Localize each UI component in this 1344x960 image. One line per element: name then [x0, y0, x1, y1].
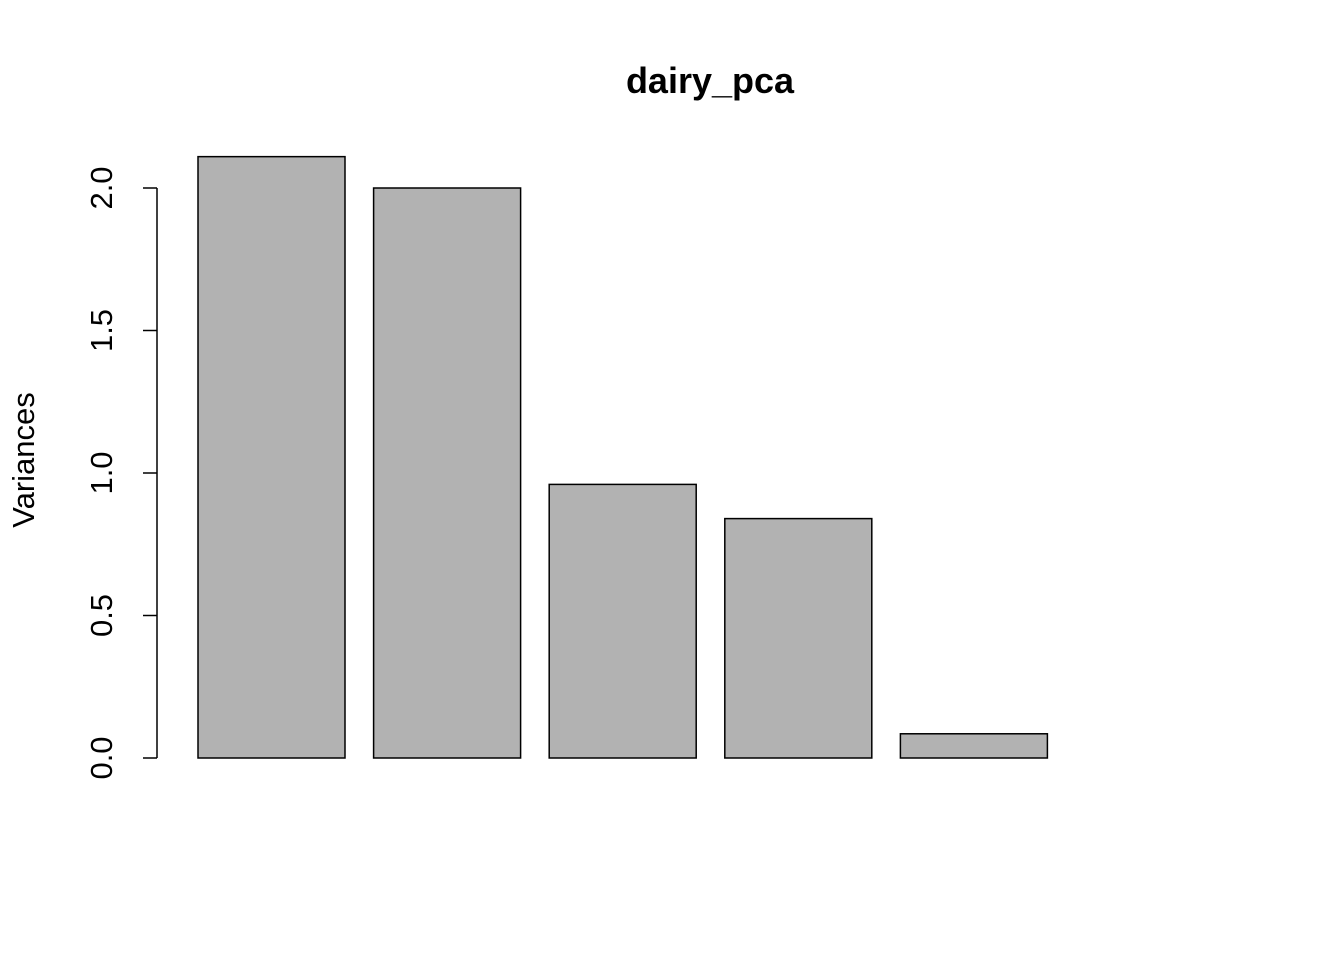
y-tick-label: 1.0: [84, 451, 119, 494]
y-tick-label: 0.0: [84, 736, 119, 779]
bar-pc2: [372, 187, 522, 759]
y-axis: 0.0 0.5 1.0 1.5 2.0: [84, 166, 158, 780]
chart-title: dairy_pca: [626, 60, 795, 101]
bar-pc4: [724, 517, 873, 759]
bar-pc5: [899, 733, 1049, 759]
y-axis-label: Variances: [6, 392, 41, 528]
bars: [197, 155, 1049, 759]
bar-pc3: [548, 483, 697, 759]
y-tick-label: 0.5: [84, 594, 119, 637]
y-tick-label: 2.0: [84, 166, 119, 209]
y-tick-label: 1.5: [84, 309, 119, 352]
bar-pc1: [197, 155, 346, 759]
